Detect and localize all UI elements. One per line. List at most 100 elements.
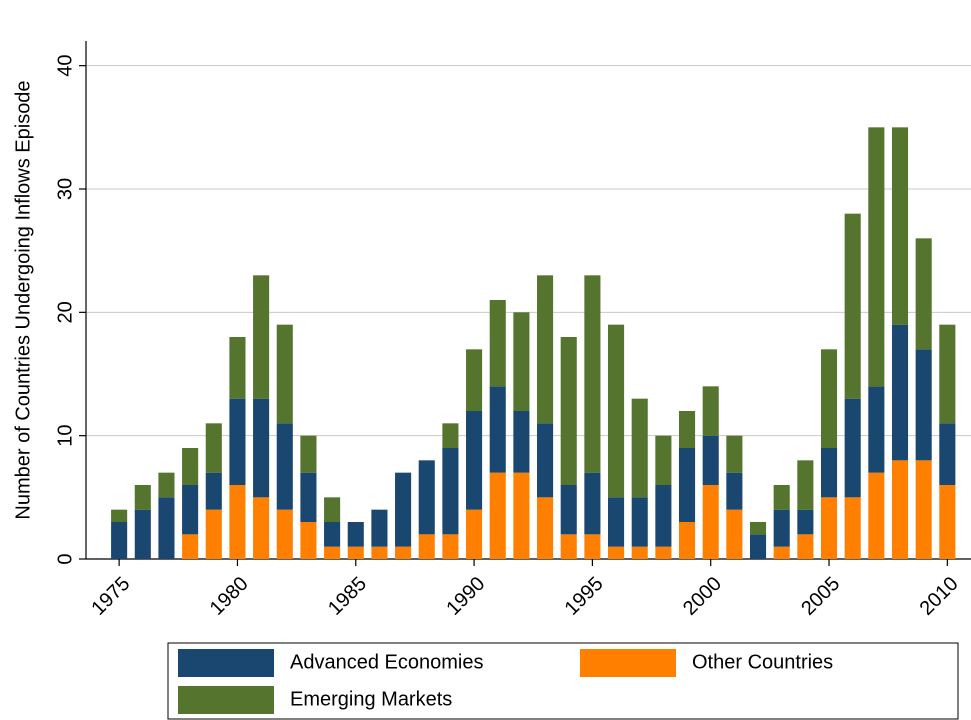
bar-segment [537, 497, 554, 559]
bar-segment [702, 435, 719, 485]
bar-segment [631, 546, 648, 559]
bar-segment [702, 386, 719, 436]
bar-segment [655, 435, 672, 485]
bar-segment [253, 497, 270, 559]
bar-segment [276, 509, 293, 559]
bar-segment [182, 534, 199, 559]
x-tick-label: 1980 [206, 573, 253, 620]
bar-segment [513, 472, 530, 559]
bar-segment [442, 534, 459, 559]
bar-segment [844, 398, 861, 498]
bar-segment [489, 300, 506, 387]
bar-segment [678, 411, 696, 448]
bar-segment [844, 497, 861, 559]
bar-segment [939, 485, 956, 559]
bar-segment [584, 472, 601, 535]
bar-segment [560, 534, 577, 559]
bar-segment [678, 522, 696, 559]
bar-segment [111, 522, 128, 559]
bar-segment [631, 497, 648, 547]
bar-segment [773, 546, 790, 559]
bar-segment [300, 435, 317, 473]
legend-label: Other Countries [692, 651, 833, 673]
y-tick-label: 10 [54, 425, 76, 447]
bar-segment [560, 485, 577, 535]
bar-segment [513, 312, 530, 411]
bar-segment [347, 522, 364, 547]
bar-segment [395, 546, 412, 559]
bar-segment [489, 386, 506, 473]
bar-segment [442, 423, 459, 448]
bar-segment [300, 522, 317, 559]
legend-swatch [178, 649, 274, 677]
bar-segment [797, 460, 814, 510]
y-tick-label: 30 [54, 178, 76, 200]
bar-segment [868, 127, 885, 387]
bar-segment [915, 460, 932, 559]
bar-segment [820, 349, 838, 448]
bar-segment [537, 423, 554, 498]
bar-segment [205, 509, 222, 559]
bar-segment [560, 337, 577, 485]
bar-segment [395, 472, 412, 547]
x-tick-label: 2010 [916, 573, 963, 620]
x-tick-label: 1985 [324, 573, 371, 620]
bar-segment [371, 509, 388, 547]
bar-segment [844, 213, 861, 399]
bar-segment [182, 448, 199, 485]
bar-segment [820, 448, 838, 498]
bar-segment [726, 435, 743, 473]
bar-segment [205, 423, 222, 473]
bar-segment [608, 497, 625, 547]
bar-segment [418, 534, 435, 559]
x-tick-label: 1990 [442, 573, 489, 620]
bar-segment [324, 546, 341, 559]
bar-segment [868, 472, 885, 559]
bar-segment [702, 485, 719, 559]
bar-segment [773, 485, 790, 510]
bar-segment [466, 349, 483, 411]
bar-segment [868, 386, 885, 473]
bar-segment [442, 448, 459, 535]
bar-segment [584, 275, 601, 473]
x-tick-label: 2005 [797, 573, 844, 620]
y-tick-label: 0 [54, 553, 76, 564]
bar-segment [324, 522, 341, 547]
bar-segment [229, 485, 246, 559]
bar-segment [891, 127, 909, 325]
y-axis-label: Number of Countries Undergoing Inflows E… [12, 80, 34, 519]
bar-segment [158, 472, 175, 498]
bar-segment [797, 534, 814, 559]
y-tick-label: 20 [54, 301, 76, 323]
bar-segment [300, 472, 317, 522]
bar-segment [631, 398, 648, 498]
bar-segment [939, 324, 956, 424]
bar-segment [324, 497, 341, 522]
bar-segment [253, 398, 270, 498]
bar-segment [537, 275, 554, 424]
bar-segment [678, 448, 696, 522]
bar-segment [229, 337, 246, 399]
bar-segment [655, 485, 672, 547]
bar-segment [939, 423, 956, 485]
bar-segment [205, 472, 222, 510]
bar-segment [773, 509, 790, 547]
bar-segment [820, 497, 838, 559]
bar-segment [347, 546, 364, 559]
bar-segment [489, 472, 506, 559]
bar-segment [513, 411, 530, 473]
bar-segment [891, 460, 909, 559]
bar-segment [229, 398, 246, 485]
bar-segment [158, 497, 175, 559]
bar-segment [608, 546, 625, 559]
bar-segment [608, 324, 625, 498]
bar-segment [797, 509, 814, 535]
bar-segment [371, 546, 388, 559]
legend-swatch [580, 649, 676, 677]
bar-segment [182, 485, 199, 535]
legend-label: Emerging Markets [290, 688, 452, 710]
legend-box [167, 642, 959, 720]
bar-segment [584, 534, 601, 559]
bar-segment [726, 509, 743, 559]
